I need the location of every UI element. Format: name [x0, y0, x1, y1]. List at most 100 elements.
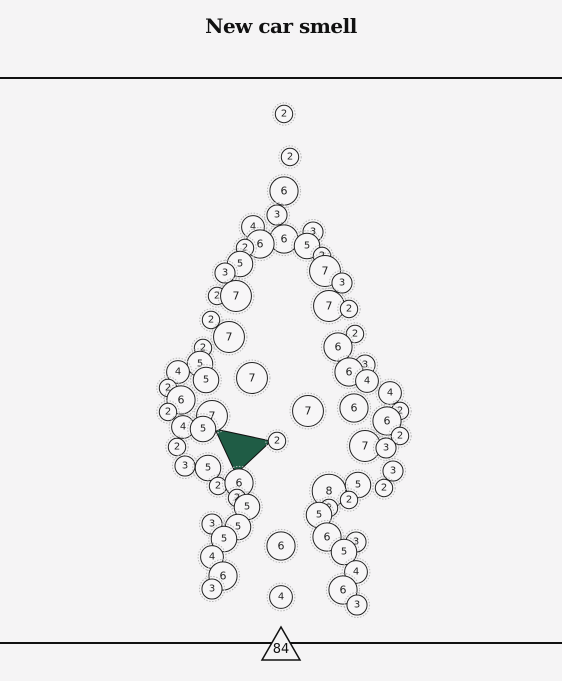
dot-circle	[339, 393, 369, 423]
number-dot[interactable]: 6	[263, 528, 299, 564]
dot-circle	[269, 585, 293, 609]
number-dot[interactable]: 3	[263, 201, 291, 229]
number-dot[interactable]: 3	[171, 452, 199, 480]
dot-number: 2	[287, 152, 293, 163]
dot-circle	[292, 395, 324, 427]
dot-halo	[222, 511, 254, 543]
dot-halo	[266, 582, 296, 612]
dot-halo	[310, 244, 334, 268]
number-dot[interactable]: 6	[320, 329, 356, 365]
dot-number: 8	[326, 485, 333, 498]
dot-number: 6	[351, 402, 358, 415]
dot-number: 3	[274, 210, 280, 221]
dot-number: 5	[237, 259, 243, 270]
dot-circle	[166, 360, 190, 384]
dot-number: 2	[165, 383, 171, 394]
dot-halo	[328, 536, 360, 568]
dot-number: 7	[326, 300, 333, 313]
number-dot[interactable]: 5	[190, 364, 222, 396]
number-dot[interactable]: 4	[266, 582, 296, 612]
number-dot[interactable]: 5	[291, 230, 323, 262]
dot-circle	[378, 381, 402, 405]
dot-number: 2	[346, 304, 352, 315]
dot-number: 3	[310, 227, 316, 238]
dot-circle	[192, 366, 220, 394]
dot-halo	[306, 252, 344, 290]
dot-number: 2	[208, 315, 214, 326]
dot-number: 7	[233, 290, 240, 303]
number-dot[interactable]: 2	[278, 145, 302, 169]
number-dot[interactable]: 6	[336, 390, 372, 426]
dot-circle	[220, 280, 252, 312]
dot-number: 4	[364, 376, 370, 387]
dot-halo	[199, 308, 223, 332]
dot-halo	[388, 399, 412, 423]
dot-circle	[213, 321, 245, 353]
number-dot[interactable]: 4	[352, 366, 382, 396]
number-dot[interactable]: 2	[337, 297, 361, 321]
dot-halo	[192, 452, 224, 484]
dot-number: 4	[180, 422, 186, 433]
dot-number: 2	[274, 436, 280, 447]
number-dot[interactable]: 2	[372, 476, 396, 500]
dot-number: 5	[197, 359, 203, 370]
number-dot[interactable]: 3	[328, 269, 356, 297]
dot-halo	[265, 429, 289, 453]
number-dot[interactable]: 5	[328, 536, 360, 568]
number-dot[interactable]: 5	[187, 413, 219, 445]
number-dot[interactable]: 5	[303, 499, 335, 531]
number-dot[interactable]: 5	[208, 523, 240, 555]
number-dot[interactable]: 2	[343, 322, 367, 346]
dot-halo	[291, 230, 323, 262]
dot-halo	[388, 424, 412, 448]
number-dot[interactable]: 7	[233, 359, 271, 397]
dot-number: 7	[322, 265, 329, 278]
dot-number: 6	[220, 570, 227, 583]
number-dot[interactable]: 2	[199, 308, 223, 332]
number-dot[interactable]: 2	[337, 488, 361, 512]
number-dot[interactable]: 7	[217, 277, 255, 315]
dot-circle	[328, 575, 358, 605]
dot-number: 7	[249, 372, 256, 385]
dot-number: 6	[335, 341, 342, 354]
dot-halo	[342, 469, 374, 501]
dot-number: 3	[354, 600, 360, 611]
number-dot[interactable]: 3	[198, 575, 226, 603]
number-dot[interactable]: 3	[372, 434, 400, 462]
dot-halo	[231, 491, 263, 523]
dot-halo	[233, 236, 257, 260]
dot-halo	[211, 259, 239, 287]
dot-circle	[280, 147, 300, 167]
dot-number: 7	[226, 331, 233, 344]
number-dot[interactable]: 5	[231, 491, 263, 523]
dot-number: 5	[203, 375, 209, 386]
number-dot[interactable]: 2	[156, 400, 180, 424]
dot-circle	[274, 104, 294, 124]
dot-circle	[374, 478, 394, 498]
dot-number: 3	[362, 360, 368, 371]
number-dot[interactable]: 4	[163, 357, 193, 387]
dot-number: 6	[324, 531, 331, 544]
dot-halo	[224, 248, 256, 280]
dot-halo	[343, 322, 367, 346]
dot-number: 5	[244, 502, 250, 513]
number-dot[interactable]: 2	[265, 429, 289, 453]
dot-halo	[352, 366, 382, 396]
dot-number: 5	[235, 522, 241, 533]
number-dot[interactable]: 3	[211, 259, 239, 287]
dot-halo	[272, 102, 296, 126]
number-dot[interactable]: 7	[289, 392, 327, 430]
number-dot[interactable]: 2	[272, 102, 296, 126]
dot-halo	[372, 476, 396, 500]
dot-circle	[201, 578, 223, 600]
number-dot[interactable]: 3	[343, 591, 371, 619]
number-dot[interactable]: 2	[165, 435, 189, 459]
dot-number: 5	[200, 424, 206, 435]
dot-number: 4	[387, 388, 393, 399]
number-dot[interactable]: 7	[210, 318, 248, 356]
number-dot[interactable]: 3	[379, 457, 407, 485]
header-divider	[0, 77, 562, 79]
number-dot[interactable]: 6	[266, 173, 302, 209]
dot-circle	[331, 272, 353, 294]
